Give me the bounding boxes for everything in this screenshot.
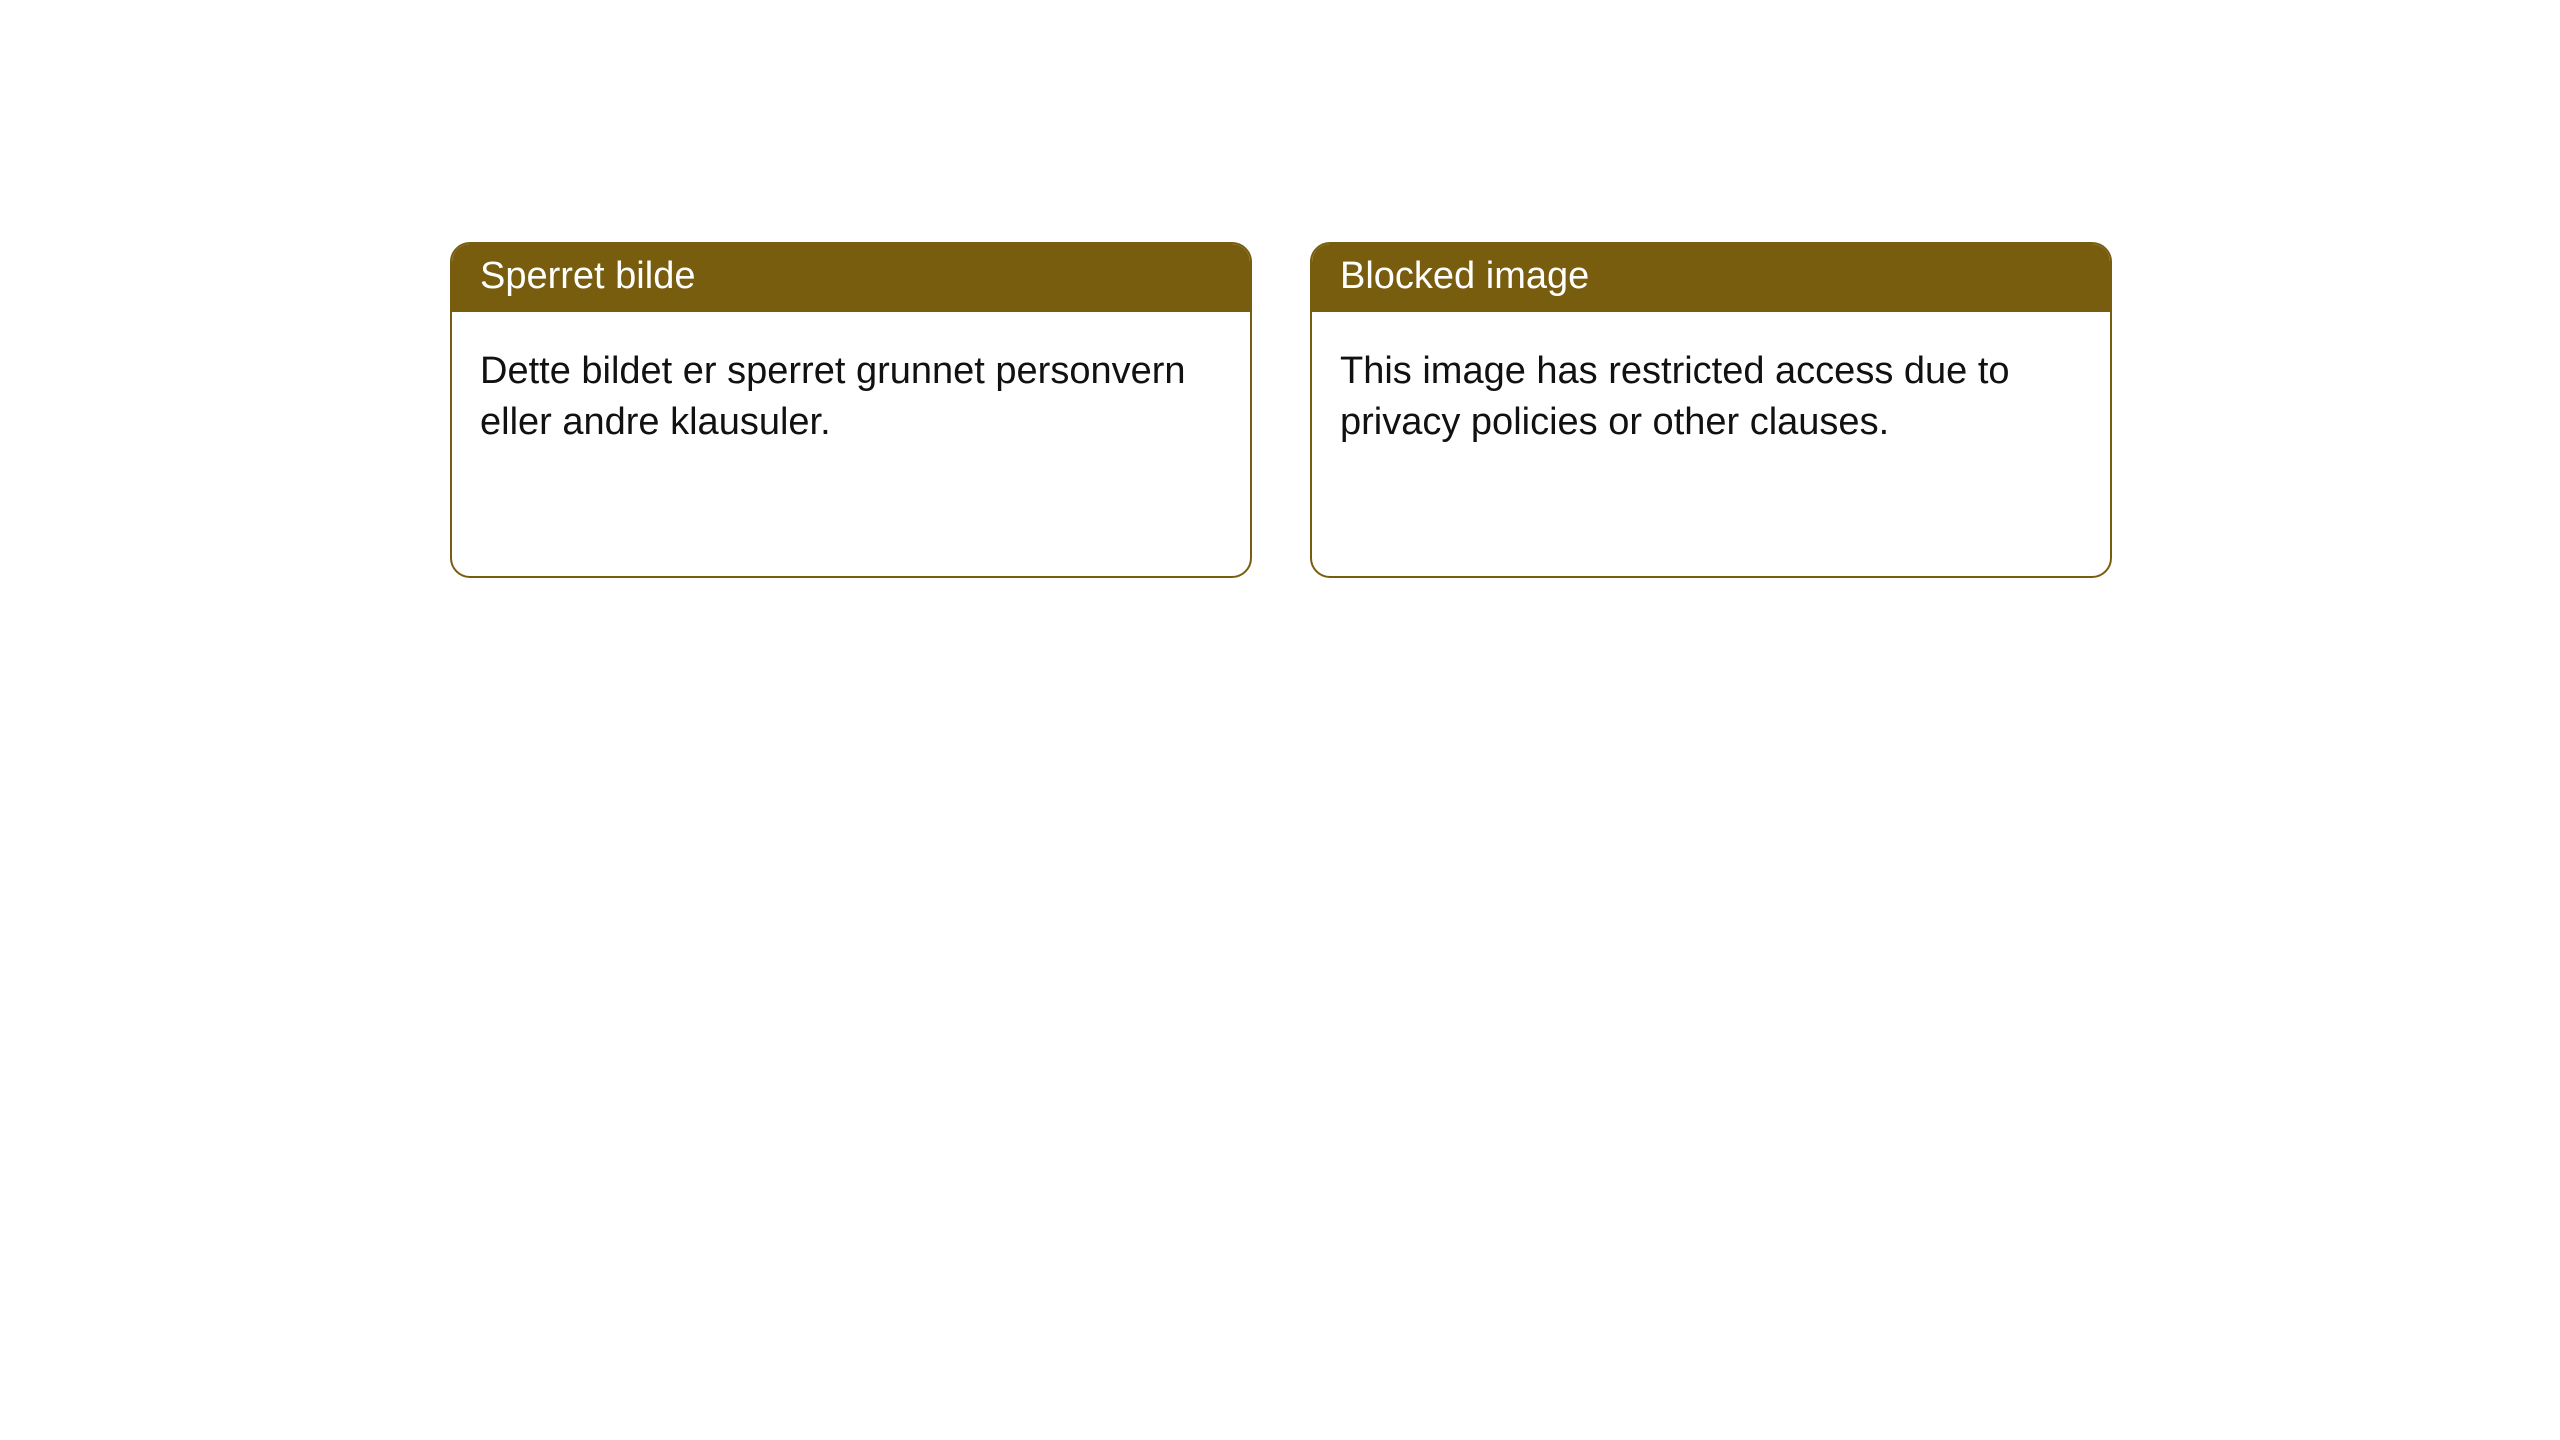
notice-card-english: Blocked image This image has restricted …: [1310, 242, 2112, 578]
notice-card-norwegian: Sperret bilde Dette bildet er sperret gr…: [450, 242, 1252, 578]
card-body-text: This image has restricted access due to …: [1340, 350, 2010, 443]
notice-cards-container: Sperret bilde Dette bildet er sperret gr…: [0, 0, 2560, 578]
card-header: Blocked image: [1312, 244, 2110, 312]
card-body: Dette bildet er sperret grunnet personve…: [452, 312, 1250, 483]
card-header-text: Blocked image: [1340, 255, 1589, 297]
card-body-text: Dette bildet er sperret grunnet personve…: [480, 350, 1186, 443]
card-header: Sperret bilde: [452, 244, 1250, 312]
card-body: This image has restricted access due to …: [1312, 312, 2110, 483]
card-header-text: Sperret bilde: [480, 255, 695, 297]
